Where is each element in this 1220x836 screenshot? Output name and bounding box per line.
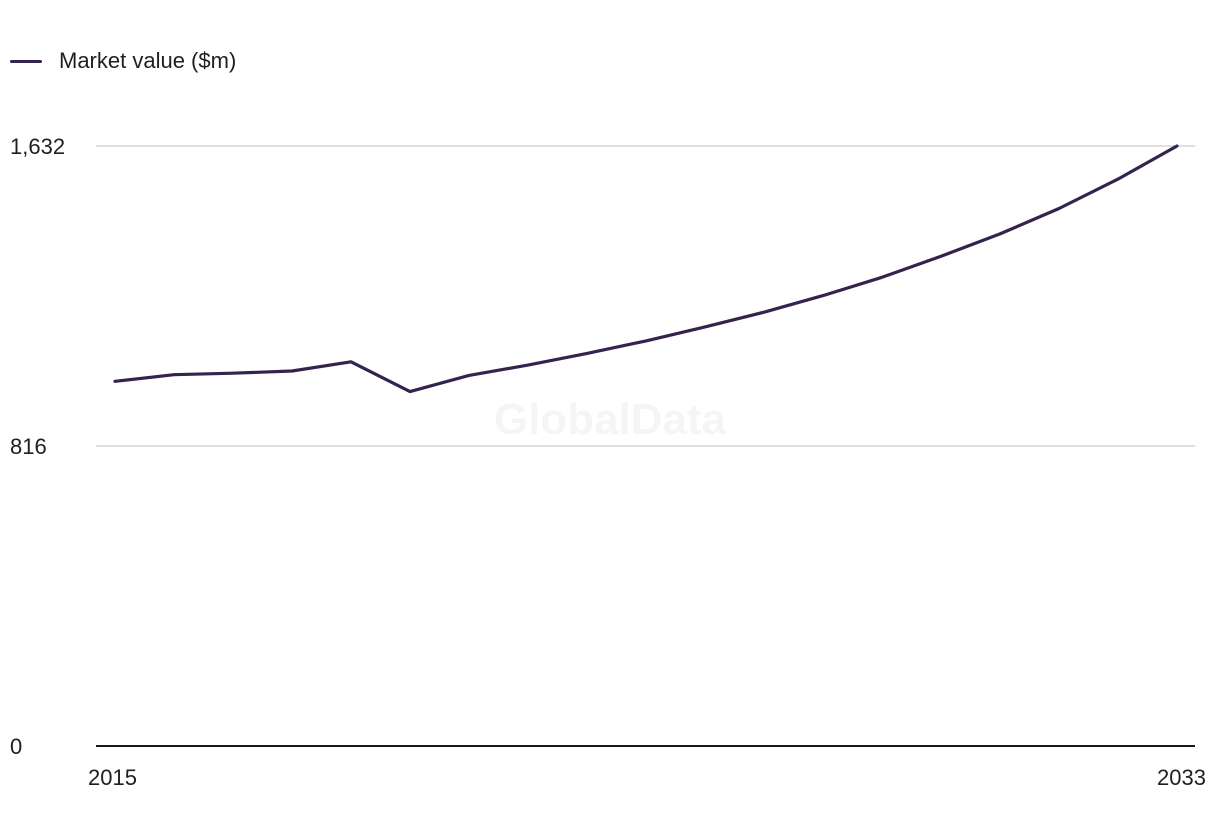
series-layer	[113, 144, 1179, 394]
y-axis-ticks: 0 816 1,632	[10, 134, 65, 759]
grid-lines	[96, 145, 1195, 447]
y-tick-label: 0	[10, 734, 22, 759]
series-line-0	[113, 144, 1179, 394]
watermark: GlobalData	[494, 395, 727, 444]
legend-line-swatch	[10, 59, 42, 63]
x-tick-label: 2015	[88, 765, 137, 790]
y-tick-label: 1,632	[10, 134, 65, 159]
x-axis-ticks: 2015 2033	[88, 765, 1206, 790]
legend-label: Market value ($m)	[59, 48, 237, 73]
chart-legend: Market value ($m)	[10, 46, 236, 76]
y-tick-label: 816	[10, 434, 47, 459]
x-tick-label: 2033	[1157, 765, 1206, 790]
